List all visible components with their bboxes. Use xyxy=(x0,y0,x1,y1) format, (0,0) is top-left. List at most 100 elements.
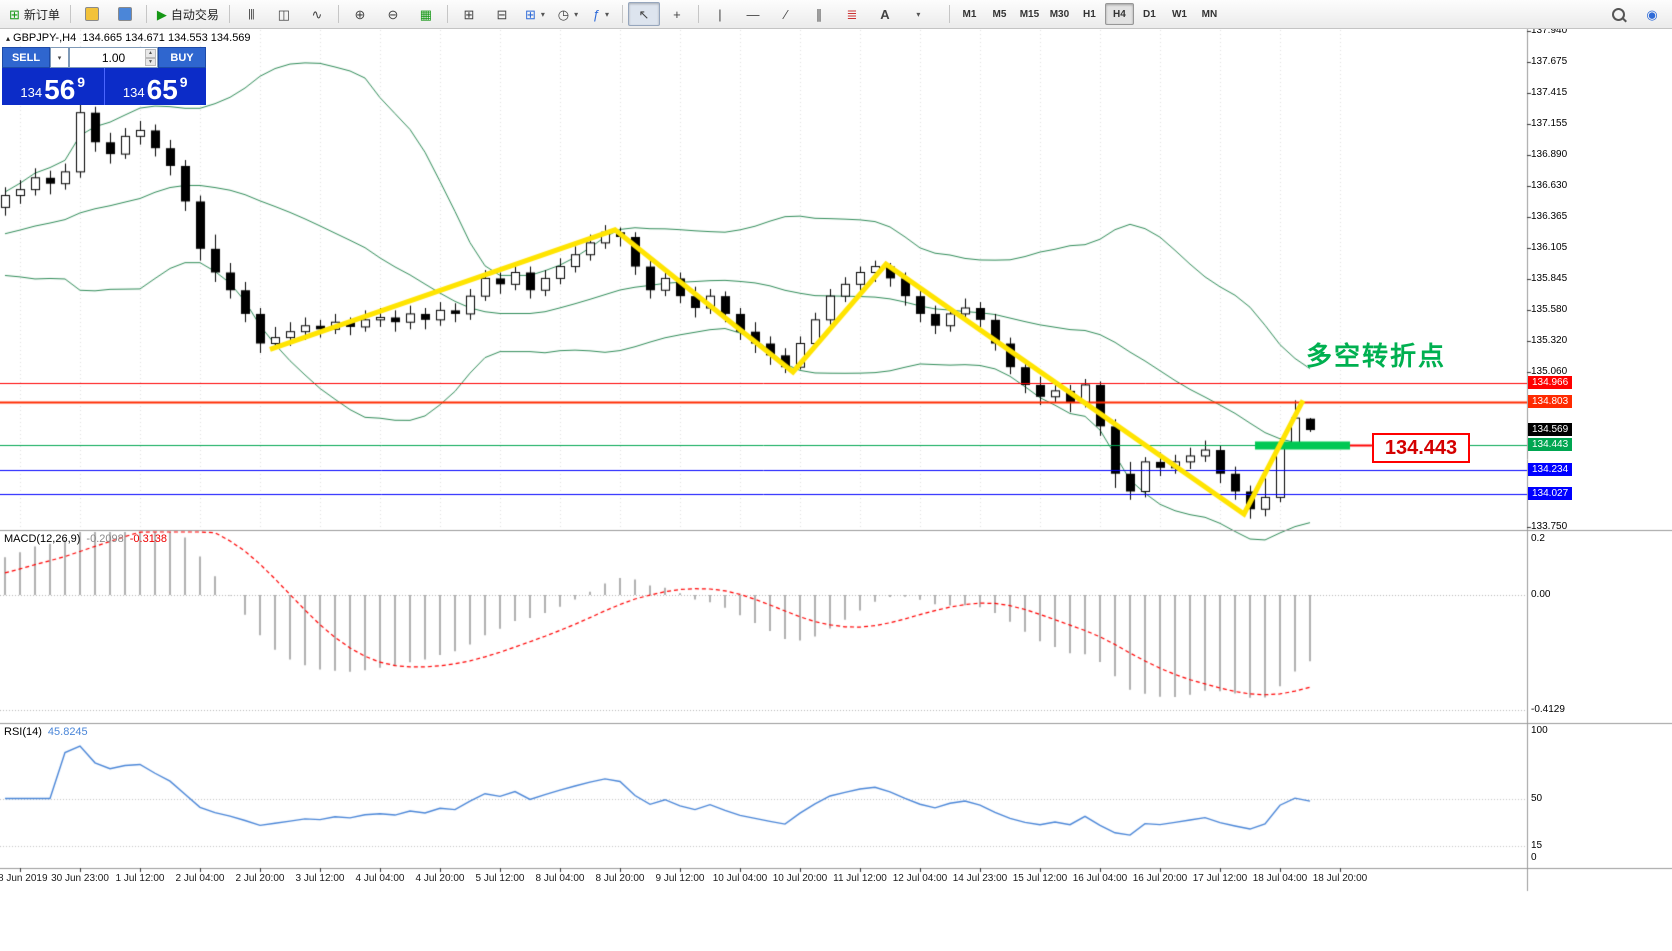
profile-button[interactable] xyxy=(109,2,141,26)
text-icon: A xyxy=(880,6,890,22)
spinner-up-icon[interactable]: ▲ xyxy=(145,49,156,58)
timeframe-button-H1[interactable]: H1 xyxy=(1083,8,1096,20)
timeframe-button-M30[interactable]: M30 xyxy=(1049,8,1070,20)
indicators-icon: ƒ xyxy=(592,6,601,22)
toolbar: ⊞ 新订单 ▶ 自动交易 ||| ◫ ∿ ⊕ ⊖ ▦ ⊞ ⊟ ⊞ ▾ ◷ ▾ ƒ ▾ … xyxy=(0,0,1672,29)
symbol-header: ▴ GBPJPY-,H4 134.665 134.671 134.553 134.… xyxy=(6,32,251,44)
candlestick-icon: ◫ xyxy=(277,6,291,22)
timeframe-button-M1[interactable]: M1 xyxy=(962,8,977,20)
turning-point-annotation: 多空转折点 xyxy=(1306,341,1447,371)
search-icon xyxy=(1611,7,1625,21)
timeframe-button-H4[interactable]: H4 xyxy=(1104,3,1134,25)
trade-options-dropdown[interactable]: ▾ xyxy=(50,47,69,68)
toolbar-right-group: ◉ xyxy=(1602,2,1668,26)
cursor-icon: ↖ xyxy=(638,6,650,22)
volume-field-wrap: ▲ ▼ xyxy=(69,47,158,68)
text-tool-button[interactable]: A xyxy=(869,2,901,26)
grid-button[interactable]: ▦ xyxy=(410,2,442,26)
rsi-pane-label: RSI(14) 45.8245 xyxy=(4,726,88,738)
sell-button[interactable]: SELL xyxy=(2,47,50,68)
macd-pane-label: MACD(12,26,9) -0.2098 -0.3138 xyxy=(4,533,167,545)
period-button[interactable]: ◷ ▾ xyxy=(552,2,584,26)
volume-input[interactable] xyxy=(70,48,157,67)
new-order-label: 新订单 xyxy=(23,7,60,22)
trendline-tool-button[interactable]: ∕ xyxy=(770,2,802,26)
buy-price-pips: 65 xyxy=(146,74,178,106)
zoom-out-button[interactable]: ⊖ xyxy=(377,2,409,26)
one-click-trade-panel: SELL ▾ ▲ ▼ BUY 134 56 9 134 65 9 xyxy=(2,47,206,105)
search-button[interactable] xyxy=(1602,2,1634,26)
horizontal-line-icon: — xyxy=(746,6,760,22)
triangle-marker-icon: ▴ xyxy=(6,34,11,43)
toolbar-separator xyxy=(948,5,950,23)
sell-price-pips: 56 xyxy=(44,74,76,106)
zoom-in-icon: ⊕ xyxy=(354,6,366,22)
sell-price-point: 9 xyxy=(77,74,86,90)
toolbar-separator xyxy=(69,5,71,23)
timeframe-button-W1[interactable]: W1 xyxy=(1171,8,1187,20)
horizontal-line-tool-button[interactable]: — xyxy=(737,2,769,26)
charts-window-button[interactable] xyxy=(76,2,108,26)
trendline-icon: ∕ xyxy=(784,6,788,22)
fibonacci-icon: ≣ xyxy=(846,6,858,22)
auto-trading-icon: ▶ xyxy=(156,6,167,22)
bar-chart-icon: ||| xyxy=(248,7,255,20)
auto-trading-button[interactable]: ▶ 自动交易 xyxy=(152,2,224,26)
charts-window-icon xyxy=(84,7,99,21)
toolbar-separator xyxy=(446,5,448,23)
clock-icon: ◷ xyxy=(557,6,570,22)
cascade-windows-button[interactable]: ⊟ xyxy=(486,2,518,26)
grid-icon: ▦ xyxy=(419,6,433,22)
macd-signal-value: -0.3138 xyxy=(129,533,168,545)
line-chart-mode-button[interactable]: ∿ xyxy=(301,2,333,26)
toolbar-separator xyxy=(145,5,147,23)
chevron-down-icon: ▾ xyxy=(540,9,545,19)
fibonacci-tool-button[interactable]: ≣ xyxy=(836,2,868,26)
vertical-line-tool-button[interactable]: | xyxy=(704,2,736,26)
sell-price-display[interactable]: 134 56 9 xyxy=(2,68,104,105)
channel-tool-button[interactable]: ∥ xyxy=(803,2,835,26)
timeframe-button-M15[interactable]: M15 xyxy=(1019,8,1040,20)
price-tag-box: 134.443 xyxy=(1372,433,1470,463)
bar-chart-mode-button[interactable]: ||| xyxy=(235,2,267,26)
zoom-in-button[interactable]: ⊕ xyxy=(344,2,376,26)
sell-price-big-figure: 134 xyxy=(20,85,43,100)
symbol-ohlc: 134.665 134.671 134.553 134.569 xyxy=(82,32,251,44)
buy-price-big-figure: 134 xyxy=(122,85,145,100)
candlestick-mode-button[interactable]: ◫ xyxy=(268,2,300,26)
channel-icon: ∥ xyxy=(815,6,823,22)
toolbar-separator xyxy=(621,5,623,23)
shapes-tool-button[interactable]: ▾ xyxy=(902,2,934,26)
buy-price-display[interactable]: 134 65 9 xyxy=(103,68,207,106)
crosshair-icon: + xyxy=(673,6,681,22)
symbol-name: GBPJPY-,H4 xyxy=(13,32,77,44)
buy-price-point: 9 xyxy=(179,74,188,90)
rsi-name: RSI(14) xyxy=(4,726,42,738)
toolbar-separator xyxy=(228,5,230,23)
timeframe-button-MN[interactable]: MN xyxy=(1201,8,1218,20)
line-chart-icon: ∿ xyxy=(311,6,323,22)
cursor-tool-button[interactable]: ↖ xyxy=(627,2,660,26)
chevron-down-icon: ▾ xyxy=(574,9,579,19)
indicators-button[interactable]: ƒ ▾ xyxy=(585,2,617,26)
chevron-down-icon: ▾ xyxy=(605,9,610,19)
timeframe-button-M5[interactable]: M5 xyxy=(992,8,1007,20)
macd-value: -0.2098 xyxy=(86,533,124,545)
toolbar-separator xyxy=(697,5,699,23)
tile-windows-button[interactable]: ⊞ xyxy=(453,2,485,26)
tile-windows-icon: ⊞ xyxy=(463,6,475,22)
shapes-dropdown-icon: ▾ xyxy=(916,9,921,19)
timeframe-button-D1[interactable]: D1 xyxy=(1143,8,1156,20)
about-icon: ◉ xyxy=(1646,6,1658,22)
new-order-button[interactable]: ⊞ 新订单 xyxy=(4,2,65,26)
buy-button[interactable]: BUY xyxy=(158,47,206,68)
about-button[interactable]: ◉ xyxy=(1636,2,1668,26)
toolbar-separator xyxy=(337,5,339,23)
spinner-down-icon[interactable]: ▼ xyxy=(145,57,156,66)
arrange-icon: ⊞ xyxy=(524,6,536,22)
arrange-button[interactable]: ⊞ ▾ xyxy=(519,2,551,26)
crosshair-tool-button[interactable]: + xyxy=(661,2,693,26)
timeframe-group: M1 M5 M15 M30 H1 H4 D1 W1 MN xyxy=(955,3,1224,25)
